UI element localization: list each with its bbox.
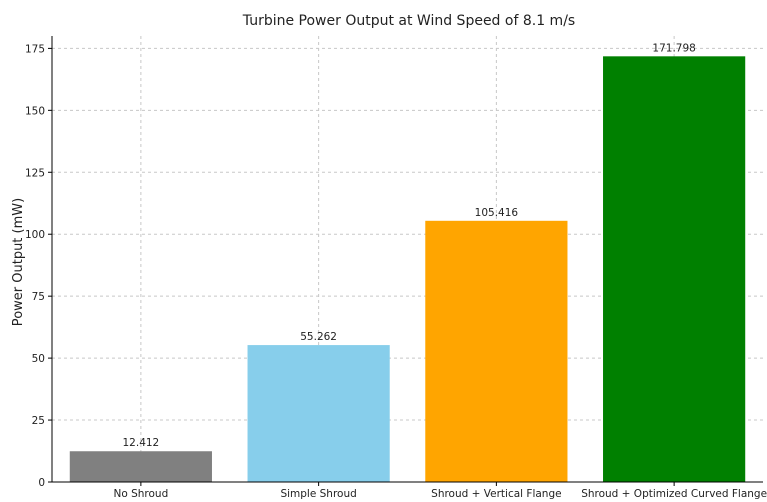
axes <box>48 36 763 486</box>
labels: 0 25 50 75 100 125 150 175 12.412 No Shroud 55.262… <box>25 42 767 500</box>
bar <box>247 345 390 482</box>
data-label: 55.262 <box>300 331 337 343</box>
y-axis-label: Power Output (mW) <box>11 198 26 326</box>
y-tick-label: 150 <box>25 105 45 117</box>
bar <box>69 451 212 482</box>
bar <box>425 220 568 482</box>
chart-title: Turbine Power Output at Wind Speed of 8.… <box>242 13 575 29</box>
data-label: 105.416 <box>475 207 519 219</box>
y-tick-label: 25 <box>32 415 45 427</box>
y-tick-label: 0 <box>38 477 45 489</box>
x-tick-label: Shroud + Vertical Flange <box>431 488 561 500</box>
y-tick-label: 125 <box>25 167 45 179</box>
x-tick-label: No Shroud <box>113 488 168 500</box>
y-tick-label: 75 <box>32 291 45 303</box>
x-tick-label: Shroud + Optimized Curved Flange <box>581 488 767 500</box>
data-label: 171.798 <box>652 42 695 54</box>
bars <box>69 56 746 483</box>
data-label: 12.412 <box>123 437 160 449</box>
y-tick-label: 50 <box>32 353 45 365</box>
x-tick-label: Simple Shroud <box>280 488 356 500</box>
bar <box>603 56 746 483</box>
y-tick-label: 175 <box>25 43 45 55</box>
y-tick-label: 100 <box>25 229 45 241</box>
